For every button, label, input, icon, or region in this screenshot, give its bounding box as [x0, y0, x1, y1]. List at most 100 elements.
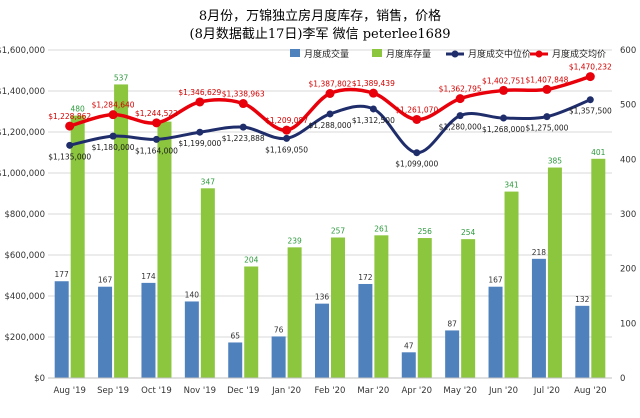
median-label: $1,199,000	[178, 139, 221, 148]
bar-inventory	[200, 188, 215, 378]
point-average	[325, 89, 335, 99]
point-median	[586, 96, 594, 104]
bar-inventory-label: 204	[244, 255, 259, 264]
bar-sales	[401, 352, 416, 378]
point-average	[195, 97, 205, 107]
point-median	[66, 141, 74, 149]
bar-inventory-label: 341	[504, 181, 519, 190]
average-label: $1,261,070	[395, 105, 438, 114]
legend-label: 月度库存量	[386, 48, 431, 60]
average-label: $1,244,522	[135, 109, 178, 118]
left-tick-label: $400,000	[4, 292, 45, 302]
bar-inventory-label: 385	[548, 157, 563, 166]
axes: $0 $200,000 $400,000 $600,000 $800,000 $1,000…	[0, 46, 636, 396]
median-label: $1,312,500	[352, 116, 395, 125]
bar-sales-label: 76	[274, 325, 284, 334]
x-tick-label: Feb '20	[315, 386, 346, 396]
point-median	[369, 105, 377, 113]
median-label: $1,180,000	[92, 143, 135, 152]
bar-sales-label: 136	[315, 293, 330, 302]
bar-sales	[228, 342, 243, 378]
bar-inventory	[70, 115, 85, 378]
point-median	[500, 114, 508, 122]
legend-label: 月度成交均价	[552, 48, 606, 60]
bar-sales	[184, 301, 199, 378]
median-label: $1,288,000	[309, 121, 352, 130]
right-tick-label: 0	[620, 374, 625, 384]
bar-sales	[488, 286, 503, 378]
average-label: $1,407,848	[525, 75, 568, 84]
average-label: $1,389,439	[352, 79, 395, 88]
bar-sales-label: 132	[575, 295, 590, 304]
point-median	[283, 134, 291, 142]
left-tick-label: $1,000,000	[0, 169, 45, 179]
point-median	[413, 149, 421, 157]
bar-inventory	[504, 191, 519, 378]
bar-sales-label: 65	[230, 331, 240, 340]
left-tick-label: $1,200,000	[0, 128, 45, 138]
bar-inventory	[461, 239, 476, 378]
x-tick-label: Jul '20	[533, 386, 560, 396]
bar-sales	[445, 330, 460, 378]
average-label: $1,387,802	[309, 80, 352, 89]
x-tick-label: Oct '19	[141, 386, 172, 396]
chart-subtitle: (8月数据截止17日)李军 微信 peterlee1689	[190, 27, 451, 42]
bar-inventory-label: 347	[201, 177, 216, 186]
median-label: $1,164,000	[135, 146, 178, 155]
average-label: $1,228,862	[48, 112, 91, 121]
legend-marker	[451, 50, 459, 58]
bar-sales-label: 172	[358, 273, 373, 282]
right-tick-label: 300	[620, 210, 636, 220]
average-label: $1,362,795	[439, 85, 482, 94]
median-label: $1,357,500	[569, 107, 612, 116]
bar-inventory-label: 257	[331, 227, 346, 236]
bar-sales	[54, 281, 69, 378]
point-median	[456, 112, 464, 120]
bar-inventory-label: 239	[287, 236, 302, 245]
bar-sales-label: 140	[185, 290, 200, 299]
left-tick-label: $800,000	[4, 210, 45, 220]
bar-sales-label: 167	[98, 276, 113, 285]
point-average	[542, 84, 552, 94]
bar-inventory	[114, 84, 129, 378]
left-tick-label: $1,400,000	[0, 87, 45, 97]
bar-sales	[141, 282, 156, 378]
point-median	[196, 128, 204, 136]
median-label: $1,280,000	[439, 123, 482, 132]
bar-sales-label: 218	[532, 248, 547, 257]
point-median	[152, 135, 160, 143]
point-average	[108, 110, 118, 120]
legend-marker	[535, 50, 543, 58]
point-median	[239, 123, 247, 131]
bar-inventory	[157, 121, 172, 378]
point-average	[238, 99, 248, 109]
x-tick-label: Aug '19	[53, 386, 85, 396]
point-average	[368, 88, 378, 98]
bar-sales	[358, 283, 373, 378]
legend-label: 月度成交量	[304, 48, 349, 60]
median-label: $1,275,000	[525, 124, 568, 133]
bar-sales	[575, 305, 590, 378]
bar-inventory	[547, 167, 562, 378]
right-tick-label: 500	[620, 101, 636, 111]
x-tick-label: Apr '20	[401, 386, 432, 396]
x-tick-label: Dec '19	[227, 386, 259, 396]
x-tick-label: Aug '20	[574, 386, 606, 396]
point-average	[499, 85, 509, 95]
bar-sales-label: 47	[404, 341, 414, 350]
bar-inventory	[244, 266, 259, 378]
median-label: $1,135,000	[48, 152, 91, 161]
bar-inventory	[417, 238, 432, 378]
bar-inventory	[374, 235, 389, 378]
bar-sales-label: 167	[488, 276, 503, 285]
bar-sales	[271, 336, 286, 378]
data-labels: 177 167 174 140 65 76 136 172 47 87 167 218 132 480 53…	[48, 63, 612, 351]
point-median	[109, 132, 117, 140]
x-tick-label: Jan '20	[271, 386, 301, 396]
legend: 月度成交量 月度库存量 月度成交中位价 月度成交均价	[290, 48, 606, 60]
bar-inventory	[591, 158, 606, 378]
point-average	[455, 94, 465, 104]
chart-title: 8月份，万锦独立房月度库存，销售，价格	[199, 8, 441, 24]
